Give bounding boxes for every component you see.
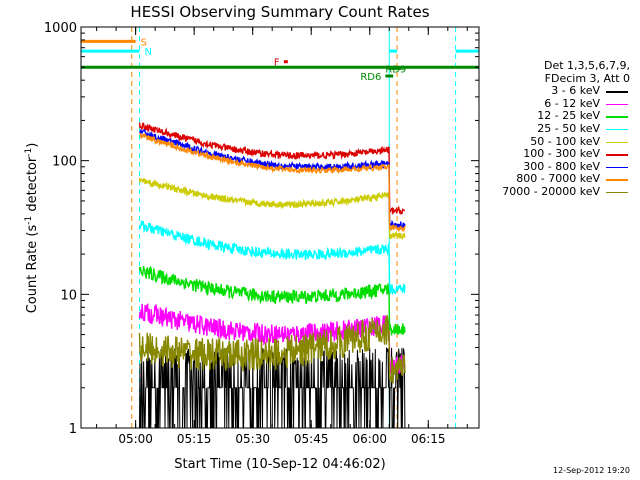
series-line [138,303,406,375]
flag-label: RD6 [360,72,381,83]
generation-timestamp: 12-Sep-2012 19:20 [553,466,630,475]
legend-swatch [606,166,628,169]
legend-swatch [606,91,628,93]
axes-layer: 05:00 05:15 05:30 05:45 06:00 06:15 1 10 100 1000 [44,21,479,446]
legend-entry: 50 - 100 keV [488,134,630,149]
legend-label: 7000 - 20000 keV [502,184,600,198]
series-line [138,220,406,296]
y-axis-label-sup2: -1 [24,148,34,157]
y-tick-label: 1000 [44,21,77,36]
legend-swatch [606,116,628,118]
legend: Det 1,3,5,6,7,9, FDecim 3, Att 0 3 - 6 k… [488,59,630,199]
plot-frame [80,26,480,429]
x-tick-label: 05:30 [235,432,270,446]
legend-label: 50 - 100 keV [530,134,600,148]
legend-entry: 800 - 7000 keV [488,173,630,186]
legend-label: 100 - 300 keV [523,147,600,161]
legend-swatch [606,154,628,156]
legend-label: 3 - 6 keV [551,84,600,98]
legend-swatch [606,128,628,131]
legend-swatch [606,103,628,106]
flag-label: RD9 [385,64,406,75]
flag-label: F [274,58,280,69]
series-line [138,314,406,384]
series-line [139,128,406,230]
legend-entry: 25 - 50 keV [488,121,630,136]
legend-entry: 100 - 300 keV [488,148,630,161]
y-axis-label: Count Rate (s-1 detector-1) [24,143,40,314]
y-axis-label-sup1: -1 [24,216,34,225]
y-axis-label-mid: detector [25,156,40,216]
y-axis-label-end: ) [25,143,40,148]
y-tick-label: 100 [52,155,77,170]
legend-swatch [606,141,628,144]
legend-entry: 7000 - 20000 keV [488,184,630,199]
series-layer [138,122,406,429]
legend-label: 12 - 25 keV [537,109,600,123]
chart-title: HESSI Observing Summary Count Rates [130,3,429,21]
flag-label: S [141,37,147,48]
series-line [138,265,406,336]
y-axis-label-main: Count Rate (s [25,225,40,314]
legend-label: 300 - 800 keV [523,159,600,173]
legend-label: 800 - 7000 keV [516,172,600,186]
legend-entry: 12 - 25 keV [488,110,630,123]
flags-layer: SN F RD9 RD6 [81,37,479,83]
legend-label: 25 - 50 keV [537,121,600,135]
x-axis-label: Start Time (10-Sep-12 04:46:02) [174,457,385,472]
flag-label: N [145,47,152,58]
x-tick-label: 05:15 [177,432,212,446]
x-tick-label: 06:00 [352,432,387,446]
legend-swatch [606,191,628,194]
legend-header-line-1: Det 1,3,5,6,7,9, [543,59,630,72]
series-line [138,177,406,241]
legend-swatch [606,179,628,181]
x-tick-label: 05:45 [294,432,329,446]
legend-header-line-2: FDecim 3, Att 0 [544,71,630,85]
series-line [138,122,405,215]
legend-label: 6 - 12 keV [544,96,600,110]
legend-entry: 6 - 12 keV [488,96,630,111]
legend-entry: 300 - 800 keV [488,159,630,174]
x-tick-label: 06:15 [411,432,446,446]
y-tick-label: 10 [60,288,77,303]
y-tick-label: 1 [69,422,77,437]
legend-entry: 3 - 6 keV [488,85,630,98]
x-tick-label: 05:00 [118,432,153,446]
series-line [139,132,406,233]
